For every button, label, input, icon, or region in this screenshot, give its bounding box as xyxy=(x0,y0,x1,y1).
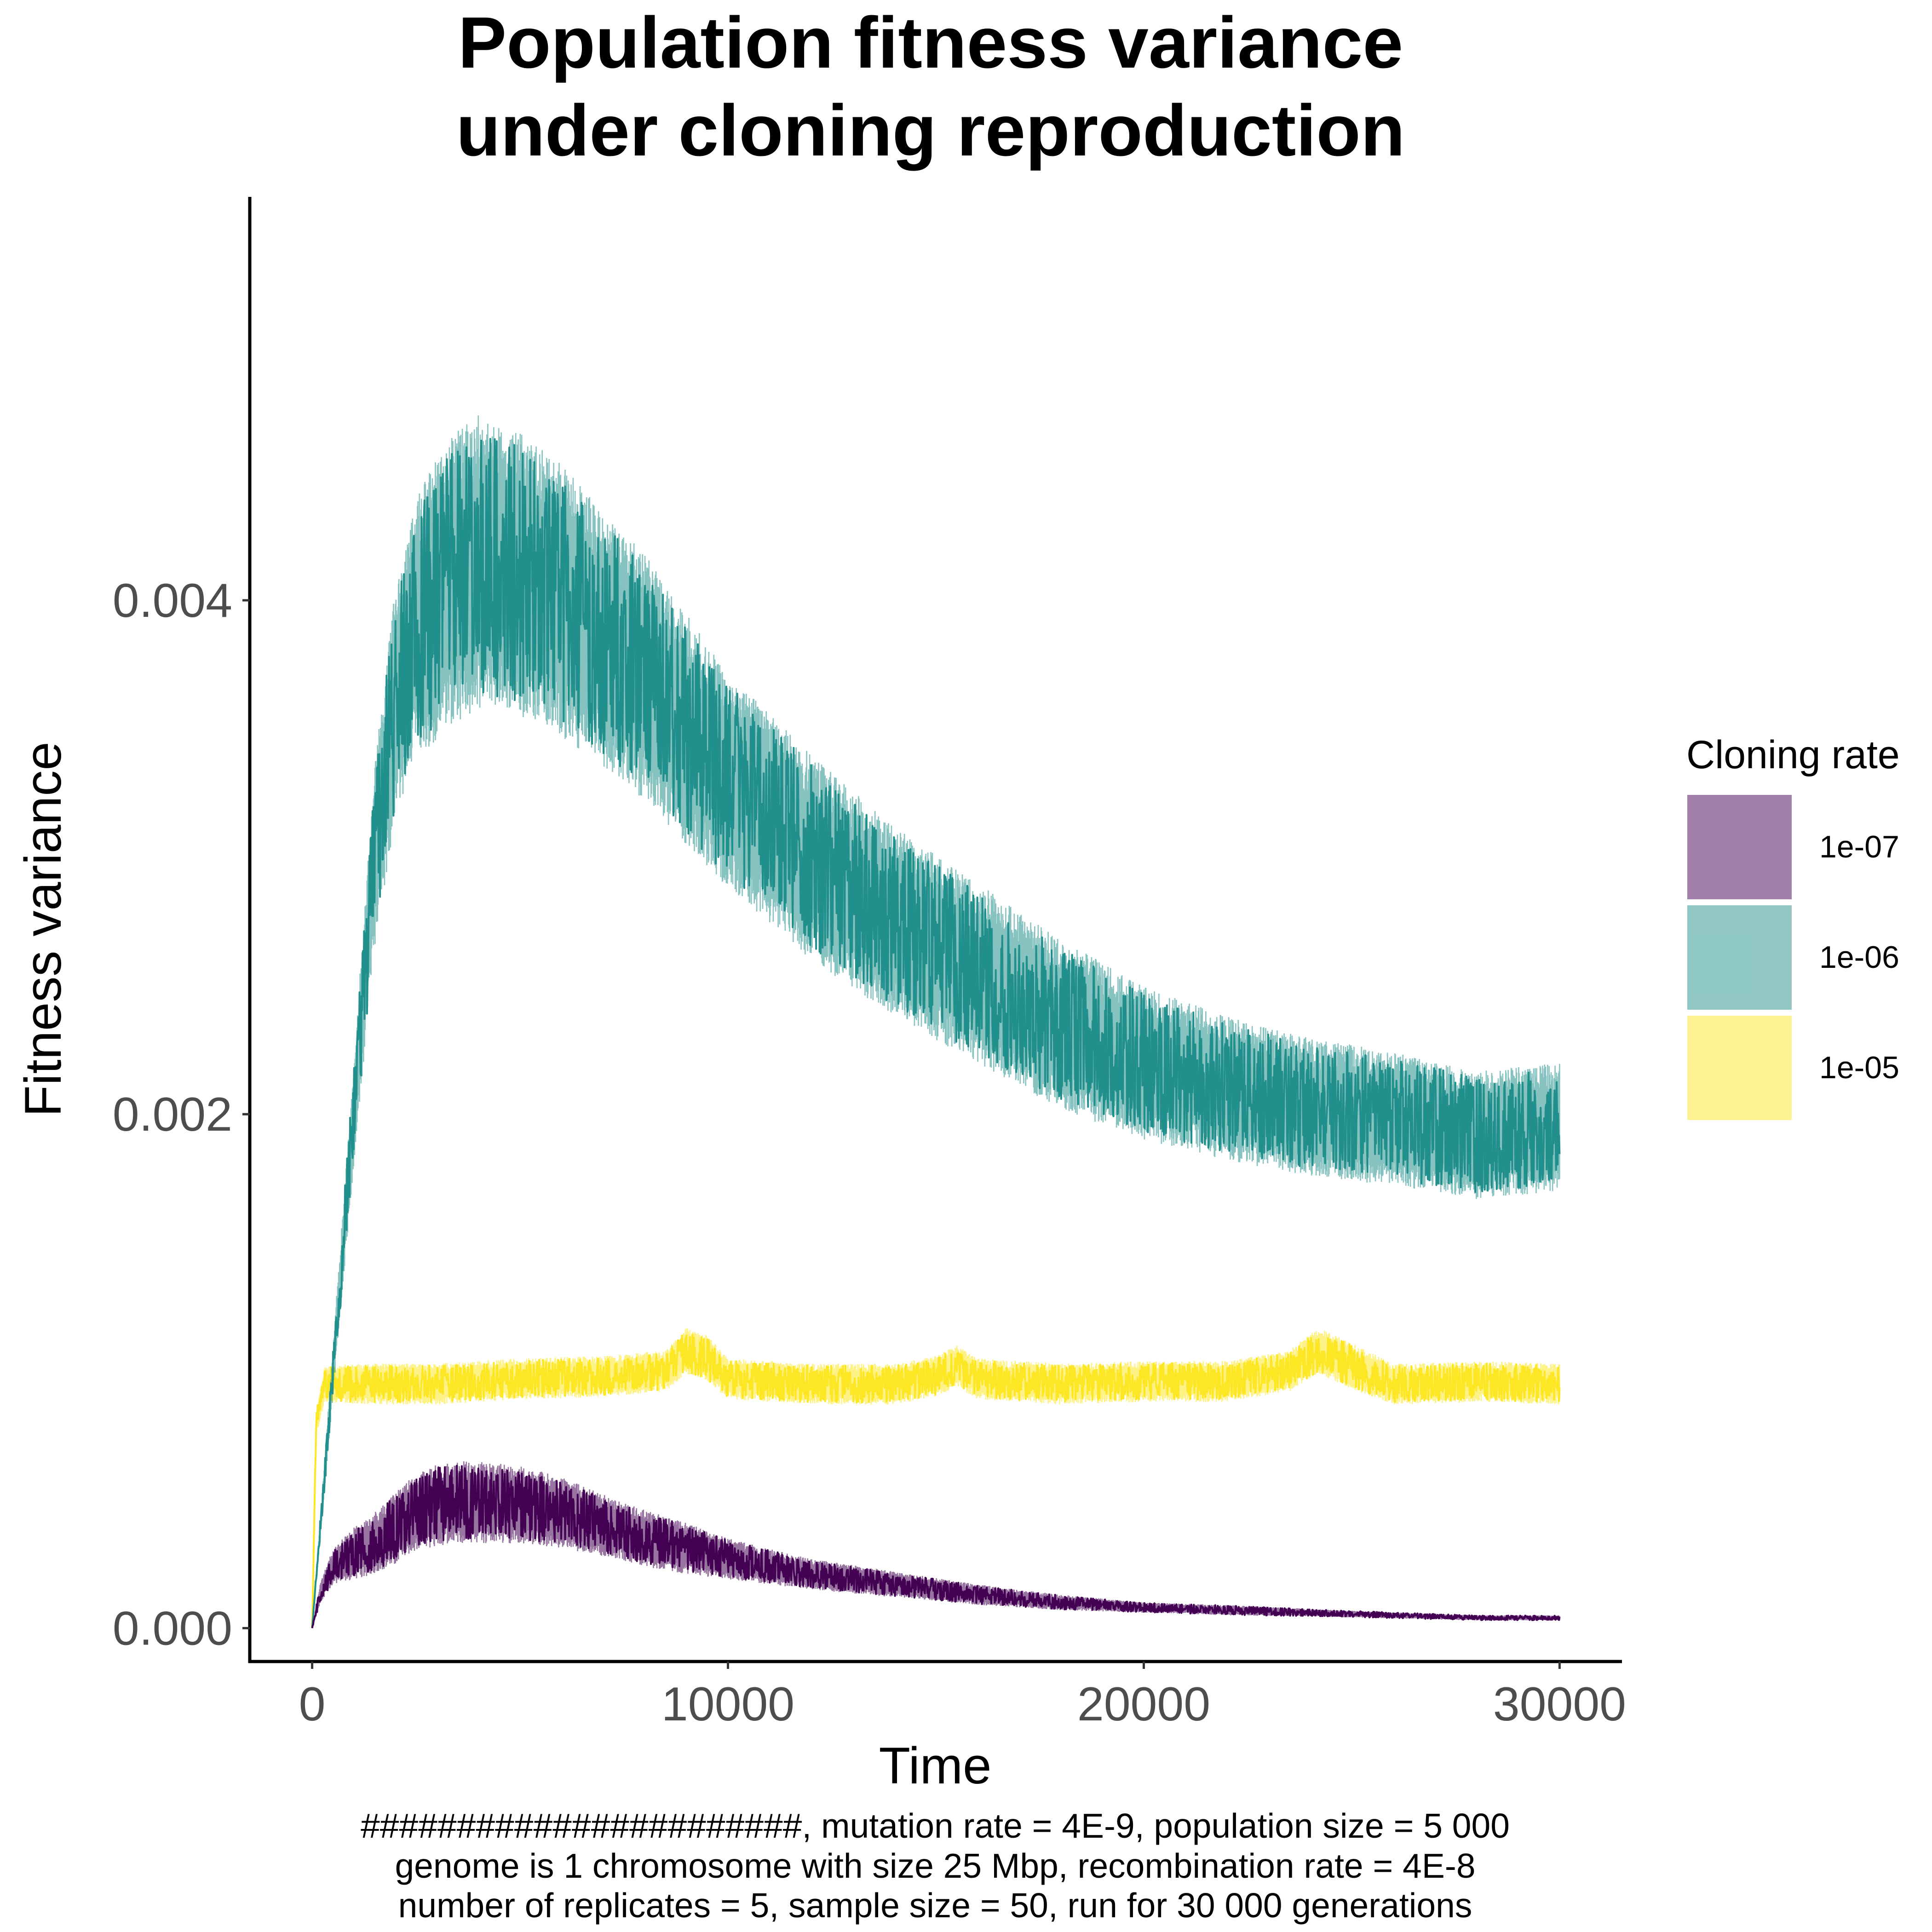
y-axis-title: Fitness variance xyxy=(14,742,72,1116)
series-band-1e-07 xyxy=(312,1461,1560,1627)
legend-label: 1e-06 xyxy=(1819,940,1899,975)
y-tick-label: 0.002 xyxy=(113,1088,232,1141)
x-tick-label: 20000 xyxy=(1077,1678,1210,1731)
series-line-1e-06 xyxy=(311,438,1561,1628)
legend-key-1e-05 xyxy=(1687,1016,1792,1120)
series-line-1e-07 xyxy=(311,1465,1561,1628)
x-ticks: 0 10000 20000 30000 xyxy=(299,1662,1626,1731)
caption-line-3: number of replicates = 5, sample size = … xyxy=(398,1886,1472,1925)
y-tick-label: 0.000 xyxy=(113,1602,232,1655)
series-line-1e-05 xyxy=(311,1334,1561,1628)
legend-title: Cloning rate xyxy=(1686,733,1900,777)
caption: #######################, mutation rate =… xyxy=(361,1806,1510,1925)
caption-line-2: genome is 1 chromosome with size 25 Mbp,… xyxy=(395,1846,1475,1885)
x-tick-label: 0 xyxy=(299,1678,326,1731)
x-tick-label: 30000 xyxy=(1493,1678,1626,1731)
legend-label: 1e-07 xyxy=(1819,829,1899,864)
chart-title-line-1: Population fitness variance xyxy=(458,2,1403,83)
legend-key-1e-06 xyxy=(1687,905,1792,1010)
caption-line-1: #######################, mutation rate =… xyxy=(361,1806,1510,1845)
x-tick-label: 10000 xyxy=(661,1678,794,1731)
x-axis-title: Time xyxy=(879,1737,992,1794)
legend-key-1e-07 xyxy=(1687,795,1792,899)
legend: Cloning rate 1e-07 1e-06 1e-05 xyxy=(1686,733,1900,1120)
series-1e-05 xyxy=(311,1328,1561,1628)
series-1e-06 xyxy=(311,415,1561,1628)
y-ticks: 0.000 0.002 0.004 xyxy=(113,574,250,1655)
plot-area xyxy=(311,415,1561,1628)
series-1e-07 xyxy=(311,1461,1561,1628)
chart-title: Population fitness variance under clonin… xyxy=(456,2,1405,171)
y-tick-label: 0.004 xyxy=(113,574,232,627)
legend-label: 1e-05 xyxy=(1819,1050,1899,1085)
chart-title-line-2: under cloning reproduction xyxy=(456,90,1405,171)
